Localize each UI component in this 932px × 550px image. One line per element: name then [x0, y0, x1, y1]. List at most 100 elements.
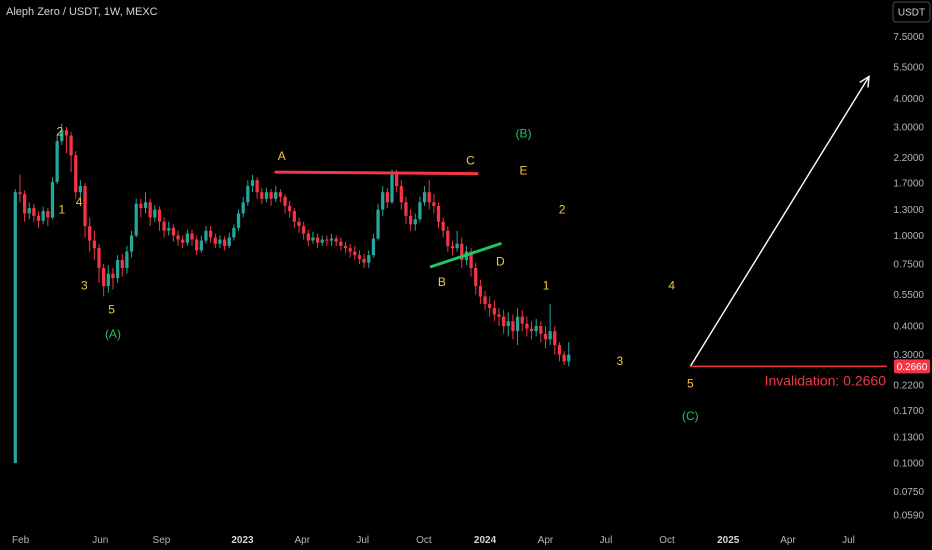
candles-layer	[13, 123, 571, 464]
candle-body	[255, 180, 259, 193]
candle	[78, 180, 83, 199]
candle-body	[381, 192, 385, 210]
candle-body	[32, 208, 36, 216]
candle-body	[408, 215, 413, 225]
candle	[227, 232, 231, 249]
candle	[190, 229, 194, 246]
wave-label: A	[278, 149, 286, 163]
candle	[157, 206, 162, 231]
price-tick-label: 0.0750	[893, 487, 924, 498]
price-tick-label: 7.5000	[893, 32, 924, 43]
candle	[543, 326, 548, 349]
candle-body	[185, 233, 189, 243]
candle-body	[297, 221, 301, 227]
candle-body	[311, 237, 315, 241]
candle	[492, 300, 496, 322]
projection-arrow-line[interactable]	[689, 76, 870, 367]
price-tick-label: 0.4000	[893, 322, 924, 333]
candle-body	[241, 202, 245, 214]
candle-body	[371, 238, 376, 256]
candle	[50, 177, 55, 220]
candle	[548, 304, 552, 346]
currency-button[interactable]: USDT	[892, 1, 931, 23]
candle	[306, 229, 310, 246]
candle-body	[325, 239, 329, 241]
time-tick-label: 2024	[474, 535, 497, 546]
candle-body	[283, 196, 287, 206]
chart-title: Aleph Zero / USDT, 1W, MEXC	[6, 6, 158, 18]
wave-label: 1	[543, 278, 550, 292]
candle-body	[162, 221, 166, 231]
price-tick-label: 1.3000	[893, 205, 924, 216]
candle	[27, 202, 31, 220]
candle-body	[153, 209, 157, 218]
price-tick-label: 0.2200	[893, 381, 924, 392]
candle	[343, 241, 348, 253]
candle-body	[404, 202, 408, 216]
candle-body	[208, 230, 213, 238]
candle	[264, 187, 269, 203]
candle	[167, 221, 171, 236]
resistance-line[interactable]	[274, 170, 479, 176]
candle	[460, 237, 464, 268]
time-tick-label: Apr	[538, 535, 554, 546]
candle	[311, 231, 315, 244]
candle	[441, 217, 445, 238]
candle	[436, 202, 441, 228]
candle-body	[306, 233, 310, 241]
time-tick-label: Feb	[12, 535, 30, 546]
candle	[92, 230, 96, 261]
candle-body	[55, 141, 59, 182]
candle	[483, 291, 487, 311]
candle-body	[320, 239, 324, 243]
candle	[55, 133, 59, 185]
candle	[381, 186, 385, 216]
candle	[88, 217, 92, 252]
candle-body	[199, 240, 203, 251]
candle	[506, 312, 510, 337]
candle	[260, 187, 264, 204]
candle-body	[302, 226, 306, 234]
time-axis[interactable]: Feb Jun Sep 2023 Apr Jul Oct 2024 Apr Jul Oct 2025 A…	[12, 535, 855, 546]
candle	[139, 198, 143, 218]
candle	[46, 208, 50, 227]
candle	[353, 245, 357, 261]
candle-body	[474, 267, 478, 287]
candle	[302, 221, 306, 240]
candle-body	[506, 321, 510, 327]
candle-body	[92, 240, 96, 249]
candle	[153, 205, 157, 222]
candle-body	[520, 316, 524, 324]
candle	[404, 196, 408, 225]
candle-body	[515, 316, 520, 332]
candle	[385, 187, 389, 209]
candle	[143, 192, 148, 214]
candle-body	[111, 273, 115, 279]
wave-label: 4	[668, 278, 675, 292]
candle-body	[176, 235, 180, 240]
candle-body	[120, 260, 124, 268]
candle-body	[562, 354, 566, 362]
candle	[269, 189, 273, 206]
candle	[185, 229, 189, 246]
candle-body	[362, 258, 366, 263]
candle-body	[218, 239, 222, 244]
candle	[511, 314, 515, 340]
candle	[278, 189, 283, 203]
candle	[102, 263, 106, 297]
candle	[515, 308, 520, 346]
price-tick-label: 3.0000	[893, 122, 924, 133]
candle-body	[432, 202, 436, 206]
candle-body	[264, 192, 269, 199]
candle	[69, 132, 73, 173]
price-axis[interactable]: 7.5000 5.5000 4.0000 3.0000 2.2000 1.7000 1.30…	[893, 32, 930, 522]
wave-label: 2	[56, 125, 63, 139]
candle	[74, 151, 78, 199]
support-line[interactable]	[429, 242, 502, 269]
candle	[408, 209, 413, 231]
candle-body	[269, 192, 273, 199]
candle	[106, 265, 110, 293]
candle	[399, 180, 403, 210]
